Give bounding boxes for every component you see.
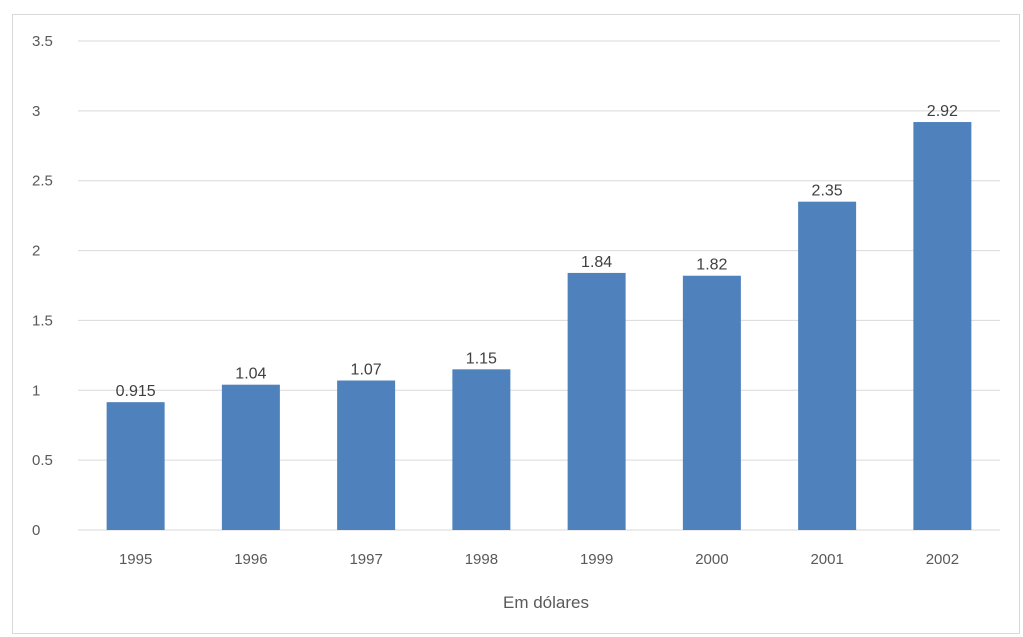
bar-2002 xyxy=(913,122,972,530)
bar-1999 xyxy=(567,272,626,530)
gridlines xyxy=(78,40,1000,531)
x-tick-label-2001: 2001 xyxy=(810,551,843,568)
y-tick-label: 1.5 xyxy=(32,312,53,329)
bar-1998 xyxy=(452,369,511,530)
bar-2000 xyxy=(682,275,741,530)
y-tick-label: 3 xyxy=(32,103,40,120)
data-labels: 0.915 1.04 1.07 1.15 1.84 1.82 2.35 2.92 xyxy=(116,103,958,400)
bar-2001 xyxy=(798,201,857,530)
data-label-2000: 1.82 xyxy=(696,257,727,274)
data-label-2002: 2.92 xyxy=(927,103,958,120)
y-tick-label: 0 xyxy=(32,522,40,539)
y-tick-label: 3.5 xyxy=(32,33,53,50)
bar-1997 xyxy=(337,380,396,530)
x-tick-label-1999: 1999 xyxy=(580,551,613,568)
y-tick-label: 2.5 xyxy=(32,173,53,190)
bar-1995 xyxy=(106,402,165,530)
y-tick-label: 0.5 xyxy=(32,452,53,469)
data-label-1999: 1.84 xyxy=(581,254,612,271)
x-tick-label-1995: 1995 xyxy=(119,551,152,568)
y-tick-label: 2 xyxy=(32,243,40,260)
x-axis-tick-labels: 1995 1996 1997 1998 1999 2000 2001 2002 xyxy=(119,551,959,568)
y-tick-label: 1 xyxy=(32,382,40,399)
x-tick-label-1996: 1996 xyxy=(234,551,267,568)
data-label-2001: 2.35 xyxy=(812,183,843,200)
bars xyxy=(106,122,972,530)
x-tick-label-1997: 1997 xyxy=(349,551,382,568)
x-tick-label-1998: 1998 xyxy=(465,551,498,568)
x-tick-label-2000: 2000 xyxy=(695,551,728,568)
data-label-1998: 1.15 xyxy=(466,350,497,367)
data-label-1995: 0.915 xyxy=(116,383,156,400)
y-axis-tick-labels: 0 0.5 1 1.5 2 2.5 3 3.5 xyxy=(32,33,53,539)
data-label-1997: 1.07 xyxy=(351,362,382,379)
x-axis-title: Em dólares xyxy=(503,593,589,612)
x-tick-label-2002: 2002 xyxy=(926,551,959,568)
data-label-1996: 1.04 xyxy=(235,366,266,383)
bar-1996 xyxy=(221,384,280,530)
